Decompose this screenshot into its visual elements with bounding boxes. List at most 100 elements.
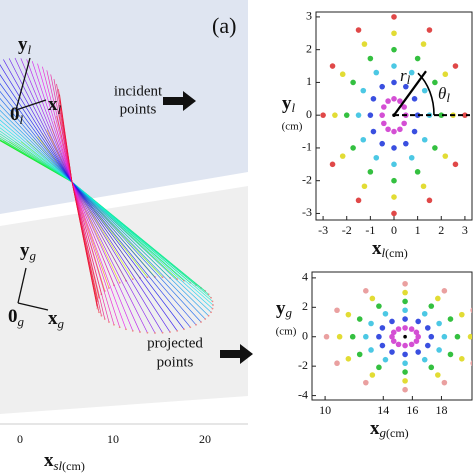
spot bbox=[108, 287, 110, 289]
y-tick-label: -2 bbox=[302, 172, 312, 186]
point bbox=[350, 79, 356, 86]
point bbox=[432, 79, 438, 86]
tick-label: 20 bbox=[199, 432, 211, 446]
point bbox=[415, 318, 421, 325]
y-tick-label: 4 bbox=[302, 270, 308, 284]
point bbox=[421, 87, 428, 94]
point bbox=[363, 288, 369, 294]
point bbox=[395, 341, 402, 348]
spot bbox=[161, 276, 164, 279]
x-tick-label: 14 bbox=[377, 403, 389, 417]
label: points bbox=[157, 354, 194, 370]
point bbox=[414, 112, 421, 118]
y-tick-label: -2 bbox=[298, 358, 308, 372]
point bbox=[401, 120, 407, 127]
spot bbox=[183, 328, 185, 331]
point bbox=[369, 372, 376, 378]
point bbox=[414, 169, 421, 175]
point bbox=[360, 87, 367, 94]
spot bbox=[103, 318, 106, 320]
x-tick-label: 3 bbox=[462, 223, 468, 237]
point bbox=[395, 326, 402, 332]
point bbox=[334, 360, 340, 367]
point bbox=[402, 307, 408, 314]
projected-plane bbox=[0, 186, 248, 414]
point bbox=[415, 349, 421, 355]
spot bbox=[118, 326, 121, 329]
points bbox=[323, 280, 472, 393]
point bbox=[403, 140, 409, 147]
point bbox=[391, 96, 397, 102]
point bbox=[452, 161, 459, 168]
point bbox=[442, 71, 449, 78]
spot bbox=[161, 331, 164, 334]
point bbox=[332, 112, 338, 118]
spot bbox=[154, 332, 156, 334]
axis-arrow bbox=[17, 302, 49, 311]
point bbox=[363, 333, 369, 340]
y-tick-label: 2 bbox=[302, 299, 308, 313]
y-tick-label: 0 bbox=[302, 328, 308, 342]
point bbox=[452, 63, 459, 69]
spot bbox=[207, 293, 210, 296]
point bbox=[370, 128, 377, 135]
y-axis-label: yg bbox=[276, 298, 293, 320]
point bbox=[402, 378, 408, 384]
point bbox=[470, 360, 472, 366]
x-tick-label: -2 bbox=[342, 223, 352, 237]
points bbox=[320, 14, 468, 217]
point bbox=[421, 310, 428, 317]
point bbox=[376, 364, 382, 371]
point bbox=[355, 197, 362, 204]
point bbox=[402, 351, 408, 358]
point bbox=[373, 69, 380, 76]
point bbox=[382, 310, 389, 317]
spot bbox=[118, 281, 121, 284]
point bbox=[432, 145, 438, 151]
point bbox=[360, 136, 367, 143]
x-tick-label: 18 bbox=[435, 403, 447, 417]
x-axis-label: xl(cm) bbox=[372, 238, 408, 260]
point bbox=[379, 112, 385, 118]
point bbox=[462, 112, 468, 118]
label: points bbox=[120, 101, 157, 117]
x-tick-label: 10 bbox=[319, 403, 331, 417]
annotation: rl bbox=[400, 66, 411, 87]
axis-label: xsl(cm) bbox=[44, 450, 85, 473]
label: xl bbox=[48, 94, 62, 117]
axis-arrow bbox=[15, 99, 47, 111]
point bbox=[435, 295, 441, 302]
y-tick-label: 1 bbox=[306, 74, 312, 88]
point bbox=[391, 177, 397, 184]
point bbox=[390, 338, 397, 344]
y-tick-label: -3 bbox=[302, 205, 312, 219]
point bbox=[424, 342, 431, 349]
radius-line bbox=[393, 70, 427, 116]
x-tick-label: -3 bbox=[318, 223, 328, 237]
point bbox=[379, 140, 385, 147]
tick-label: 10 bbox=[107, 432, 119, 446]
point bbox=[379, 342, 386, 349]
point bbox=[355, 27, 362, 33]
spot bbox=[210, 311, 212, 314]
point bbox=[391, 63, 397, 69]
point bbox=[339, 71, 346, 78]
point bbox=[345, 356, 352, 362]
point bbox=[363, 379, 369, 386]
point bbox=[356, 351, 363, 358]
point bbox=[414, 55, 421, 62]
point bbox=[413, 329, 420, 336]
point bbox=[367, 55, 374, 62]
spot bbox=[146, 276, 149, 279]
point bbox=[403, 83, 409, 90]
point bbox=[402, 316, 408, 322]
y-tick-label: 2 bbox=[306, 41, 312, 55]
point bbox=[385, 98, 391, 104]
spot bbox=[139, 331, 141, 333]
point bbox=[381, 104, 387, 110]
ray bbox=[59, 94, 98, 309]
point bbox=[320, 112, 326, 118]
x-tick-label: 16 bbox=[406, 403, 418, 417]
spot bbox=[96, 307, 99, 310]
